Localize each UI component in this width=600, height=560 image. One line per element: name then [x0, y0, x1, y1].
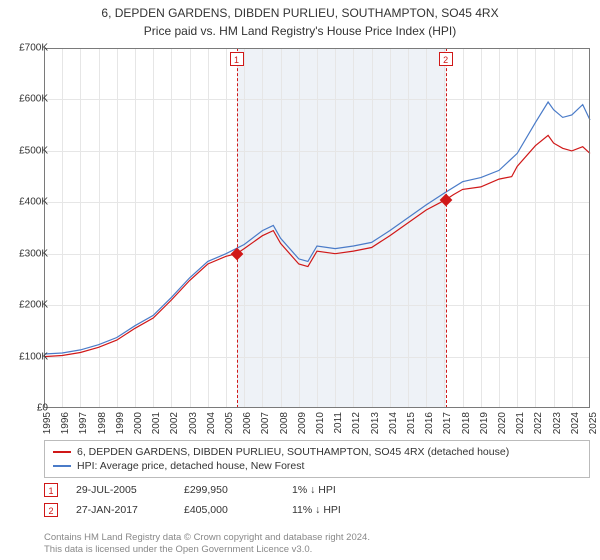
- note-price: £405,000: [184, 504, 274, 516]
- y-tick-label: £600K: [19, 94, 48, 105]
- title-line1: 6, DEPDEN GARDENS, DIBDEN PURLIEU, SOUTH…: [0, 0, 600, 22]
- title-line2: Price paid vs. HM Land Registry's House …: [0, 22, 600, 38]
- note-row: 2 27-JAN-2017 £405,000 11% ↓ HPI: [44, 500, 590, 520]
- footer-line1: Contains HM Land Registry data © Crown c…: [44, 532, 370, 544]
- x-tick-label: 2025: [588, 412, 600, 434]
- legend-swatch: [53, 451, 71, 453]
- note-num-box: 2: [44, 503, 58, 517]
- y-tick-label: £400K: [19, 197, 48, 208]
- footer: Contains HM Land Registry data © Crown c…: [44, 532, 370, 556]
- ref-line: [237, 48, 238, 408]
- note-date: 29-JUL-2005: [76, 484, 166, 496]
- note-date: 27-JAN-2017: [76, 504, 166, 516]
- note-pct: 11% ↓ HPI: [292, 504, 382, 516]
- ref-label-box: 2: [439, 52, 453, 66]
- ref-label-box: 1: [230, 52, 244, 66]
- y-tick-label: £700K: [19, 43, 48, 54]
- chart-container: 6, DEPDEN GARDENS, DIBDEN PURLIEU, SOUTH…: [0, 0, 600, 560]
- legend-item: HPI: Average price, detached house, New …: [53, 459, 581, 473]
- y-tick-label: £300K: [19, 248, 48, 259]
- note-pct: 1% ↓ HPI: [292, 484, 382, 496]
- series-hpi: [44, 102, 590, 354]
- transaction-notes: 1 29-JUL-2005 £299,950 1% ↓ HPI 2 27-JAN…: [44, 480, 590, 520]
- note-row: 1 29-JUL-2005 £299,950 1% ↓ HPI: [44, 480, 590, 500]
- legend-label: HPI: Average price, detached house, New …: [77, 460, 304, 472]
- chart-lines: [44, 48, 590, 408]
- plot-area: 12: [44, 48, 590, 408]
- legend: 6, DEPDEN GARDENS, DIBDEN PURLIEU, SOUTH…: [44, 440, 590, 478]
- y-tick-label: £500K: [19, 145, 48, 156]
- y-tick-label: £200K: [19, 300, 48, 311]
- note-num-box: 1: [44, 483, 58, 497]
- footer-line2: This data is licensed under the Open Gov…: [44, 544, 370, 556]
- note-price: £299,950: [184, 484, 274, 496]
- legend-swatch: [53, 465, 71, 467]
- legend-item: 6, DEPDEN GARDENS, DIBDEN PURLIEU, SOUTH…: [53, 445, 581, 459]
- y-tick-label: £100K: [19, 351, 48, 362]
- ref-line: [446, 48, 447, 408]
- legend-label: 6, DEPDEN GARDENS, DIBDEN PURLIEU, SOUTH…: [77, 446, 509, 458]
